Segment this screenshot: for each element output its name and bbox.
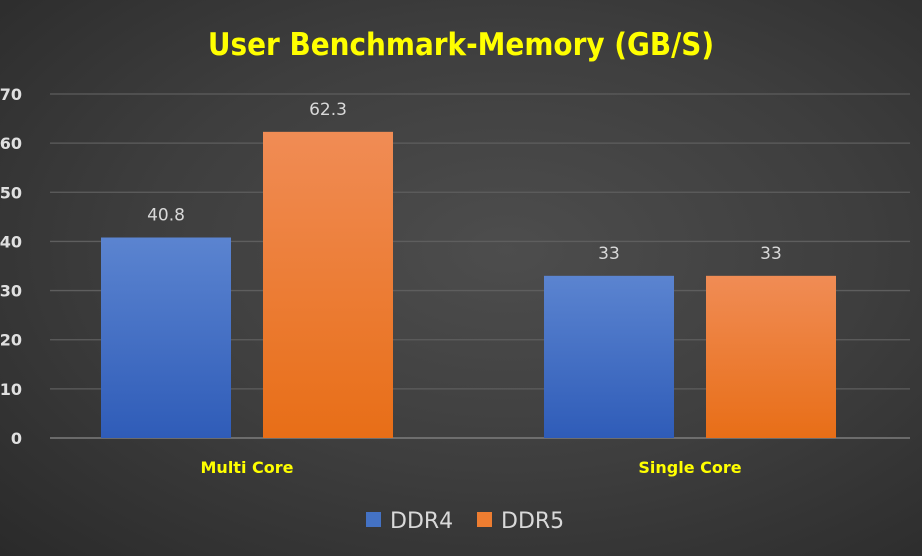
category-label: Single Core [638,458,741,477]
y-tick-label: 60 [0,134,22,153]
data-label: 40.8 [147,205,185,225]
data-label: 33 [598,244,620,264]
category-label: Multi Core [201,458,294,477]
y-tick-label: 10 [0,380,22,399]
legend-label: DDR5 [501,509,564,534]
legend-swatch-ddr4 [366,512,381,527]
y-tick-label: 30 [0,282,22,301]
legend-swatch-ddr5 [477,512,492,527]
bar-ddr5 [263,131,393,438]
legend: DDR4 DDR5 [366,509,564,534]
bar-ddr4 [544,275,674,438]
data-label: 62.3 [309,100,347,120]
bar-ddr5 [706,275,836,438]
data-label: 33 [760,244,782,264]
y-tick-label: 50 [0,183,22,202]
y-tick-label: 20 [0,331,22,350]
y-tick-label: 70 [0,85,22,104]
y-tick-label: 40 [0,232,22,251]
chart-title: User Benchmark-Memory (GB/S) [208,27,714,63]
legend-label: DDR4 [390,509,453,534]
bar-ddr4 [101,237,231,438]
y-tick-label: 0 [11,429,22,448]
